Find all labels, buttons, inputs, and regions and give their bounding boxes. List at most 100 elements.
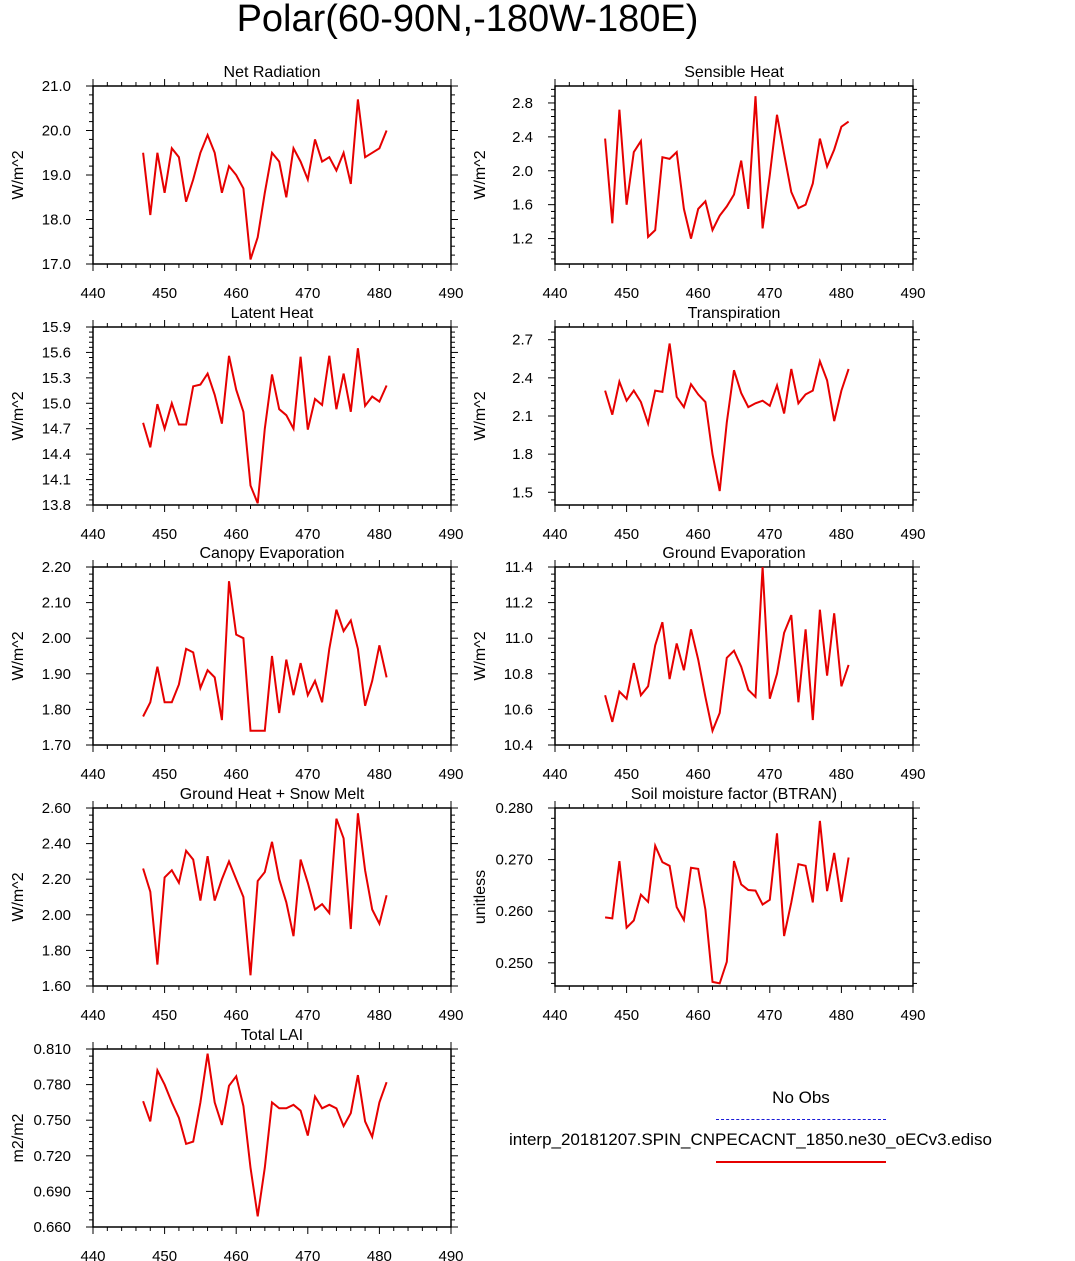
x-tick-label: 460 (224, 1248, 249, 1261)
x-tick-label: 460 (686, 766, 711, 783)
y-tick-label: 11.4 (505, 559, 533, 576)
y-tick-label: 2.4 (512, 129, 533, 146)
chart-panel-1: Net Radiation W/m^2 440 450 460 470 480 490 17.0… (10, 64, 464, 302)
y-tick-label: 0.270 (495, 852, 533, 869)
plot-frame (92, 1048, 452, 1228)
y-tick-label: 17.0 (42, 256, 71, 273)
y-tick-label: 2.00 (42, 630, 71, 647)
series-line (142, 581, 388, 732)
x-tick-label: 440 (542, 1007, 567, 1024)
x-tick-label: 450 (614, 1007, 639, 1024)
chart-panel-6: Ground Evaporation W/m^2 440 450 460 470 480 49… (472, 545, 926, 783)
legend-model-line (716, 1161, 886, 1163)
y-tick-label: 1.8 (512, 446, 533, 463)
x-tick-label: 480 (829, 526, 854, 543)
y-tick-label: 20.0 (42, 123, 71, 140)
plot-frame (92, 807, 452, 987)
y-tick-label: 11.2 (505, 595, 533, 612)
series-line (604, 566, 850, 735)
chart-title: Transpiration (688, 305, 781, 322)
series-line (604, 96, 850, 240)
y-tick-label: 1.90 (42, 666, 71, 683)
chart-panel-7: Ground Heat + Snow Melt W/m^2 440 450 460 470… (10, 786, 464, 1024)
chart-title: Ground Evaporation (662, 545, 805, 562)
y-tick-label: 1.70 (42, 737, 71, 754)
y-axis-label: W/m^2 (472, 150, 489, 199)
y-axis-label: W/m^2 (10, 631, 27, 680)
chart-title: Net Radiation (224, 64, 321, 81)
plot-frame (92, 566, 452, 746)
y-tick-label: 1.5 (512, 484, 533, 501)
chart-panel-3: Latent Heat W/m^2 440 450 460 470 480 490 13.8 14… (10, 305, 464, 543)
x-tick-label: 440 (542, 285, 567, 302)
x-tick-label: 480 (367, 1248, 392, 1261)
y-tick-label: 15.9 (42, 319, 71, 336)
x-tick-label: 490 (900, 526, 925, 543)
y-axis-label: unitless (472, 870, 489, 924)
x-tick-label: 460 (224, 766, 249, 783)
y-tick-label: 0.690 (33, 1183, 71, 1200)
y-tick-label: 0.810 (33, 1041, 71, 1058)
plot-frame (554, 807, 914, 987)
y-tick-label: 2.0 (512, 163, 533, 180)
x-tick-label: 440 (80, 766, 105, 783)
x-tick-label: 450 (152, 526, 177, 543)
x-tick-label: 460 (224, 285, 249, 302)
y-tick-label: 0.260 (495, 903, 533, 920)
x-tick-label: 490 (900, 766, 925, 783)
x-tick-label: 470 (295, 285, 320, 302)
x-tick-label: 450 (152, 1248, 177, 1261)
y-axis-label: W/m^2 (472, 631, 489, 680)
y-tick-label: 1.2 (512, 231, 533, 248)
y-tick-label: 14.4 (42, 446, 71, 463)
chart-panel-5: Canopy Evaporation W/m^2 440 450 460 470 480 49… (10, 545, 464, 783)
x-tick-label: 470 (757, 1007, 782, 1024)
y-tick-label: 2.20 (42, 559, 71, 576)
y-tick-label: 2.20 (42, 871, 71, 888)
chart-title: Soil moisture factor (BTRAN) (631, 786, 837, 803)
y-tick-label: 0.780 (33, 1077, 71, 1094)
legend-model-label: interp_20181207.SPIN_CNPECACNT_1850.ne30… (509, 1130, 992, 1149)
y-tick-label: 15.6 (42, 344, 71, 361)
x-tick-label: 450 (614, 766, 639, 783)
y-axis-label: W/m^2 (10, 872, 27, 921)
y-tick-label: 19.0 (42, 167, 71, 184)
y-tick-label: 10.6 (504, 701, 533, 718)
x-tick-label: 460 (224, 526, 249, 543)
y-tick-label: 2.7 (512, 332, 533, 349)
y-tick-label: 18.0 (42, 212, 71, 229)
chart-panel-4: Transpiration W/m^2 440 450 460 470 480 490 1.5 1… (472, 305, 926, 543)
x-tick-label: 480 (367, 1007, 392, 1024)
y-tick-label: 2.1 (512, 408, 533, 425)
y-tick-label: 13.8 (42, 497, 71, 514)
y-tick-label: 14.7 (42, 421, 71, 438)
x-tick-label: 460 (686, 1007, 711, 1024)
x-tick-label: 470 (295, 1007, 320, 1024)
chart-panel-9: Total LAI m2/m2 440 450 460 470 480 490 0.660 0.6… (10, 1027, 464, 1261)
plot-frame (92, 85, 452, 265)
y-tick-label: 0.660 (33, 1219, 71, 1236)
x-tick-label: 440 (80, 1007, 105, 1024)
x-tick-label: 470 (295, 526, 320, 543)
y-tick-label: 2.4 (512, 370, 533, 387)
y-tick-label: 10.4 (504, 737, 533, 754)
x-tick-label: 460 (686, 526, 711, 543)
x-tick-label: 450 (152, 766, 177, 783)
y-tick-label: 1.6 (512, 197, 533, 214)
y-tick-label: 2.10 (42, 595, 71, 612)
x-tick-label: 440 (80, 285, 105, 302)
plot-frame (554, 85, 914, 265)
plot-frame (554, 566, 914, 746)
page-title: Polar(60-90N,-180W-180E) (236, 0, 699, 40)
y-tick-label: 1.80 (42, 942, 71, 959)
chart-panel-8: Soil moisture factor (BTRAN) unitless 440 4… (472, 786, 926, 1024)
x-tick-label: 490 (438, 1007, 463, 1024)
y-tick-label: 0.750 (33, 1112, 71, 1129)
y-axis-label: W/m^2 (472, 391, 489, 440)
y-tick-label: 2.8 (512, 95, 533, 112)
x-tick-label: 480 (829, 1007, 854, 1024)
x-tick-label: 490 (900, 285, 925, 302)
x-tick-label: 440 (542, 526, 567, 543)
x-tick-label: 480 (829, 285, 854, 302)
